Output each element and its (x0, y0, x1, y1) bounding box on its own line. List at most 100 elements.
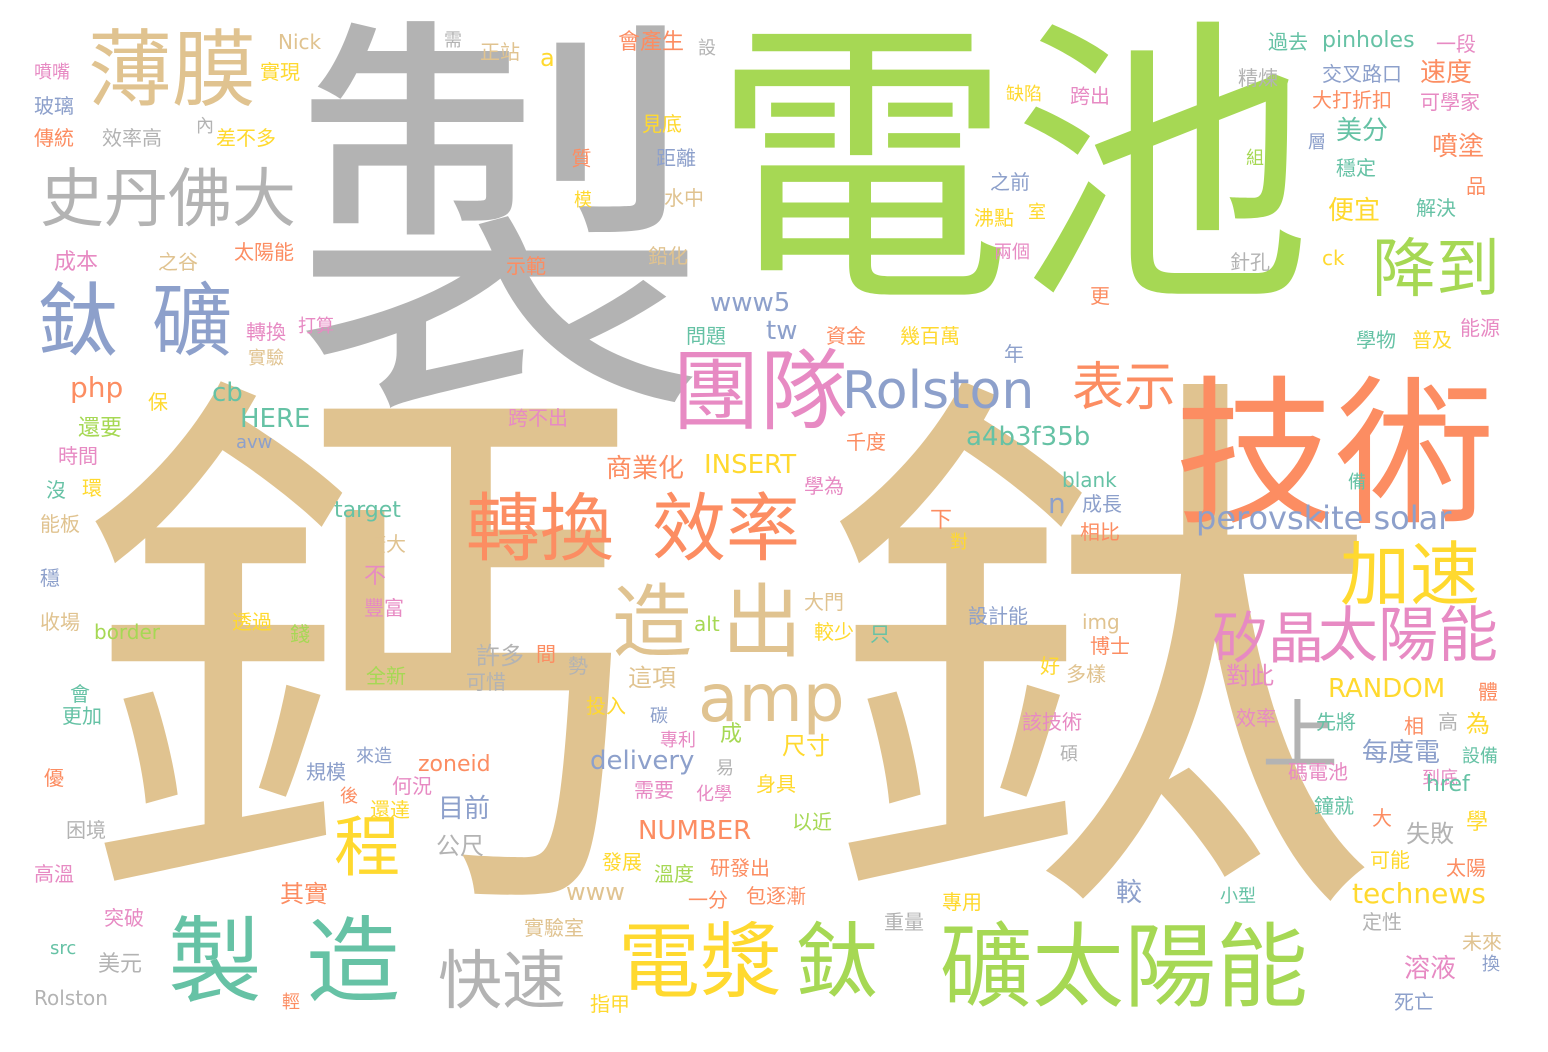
word-xiangbi: 相比 (1080, 520, 1120, 544)
word-border: border (94, 620, 161, 644)
word-taiyangneng-small: 太陽能 (234, 240, 294, 264)
word-tuandui: 團隊 (672, 340, 849, 443)
word-shejineng: 設計能 (968, 604, 1028, 628)
word-jian: 間 (536, 642, 556, 666)
word-nengyuan: 能源 (1460, 316, 1500, 340)
word-zhuanhuan-small: 轉換 (246, 320, 286, 344)
word-cb: cb (212, 378, 243, 408)
word-blank: blank (1062, 468, 1117, 492)
word-www5: www5 (710, 288, 791, 318)
word-zhijia: 指甲 (590, 992, 630, 1016)
word-kunjing: 困境 (66, 818, 106, 842)
word-shiyanshi: 實驗室 (524, 916, 584, 940)
word-tupo: 突破 (104, 906, 144, 930)
word-jiaoshao: 較少 (814, 620, 854, 644)
word-dadazhekou: 大打折扣 (1312, 88, 1392, 112)
word-fengfu: 豐富 (364, 596, 404, 620)
word-alt: alt (694, 612, 720, 636)
word-yifen: 一分 (688, 888, 728, 912)
word-wending: 穩定 (1336, 156, 1376, 180)
word-penzui: 噴嘴 (34, 62, 70, 83)
word-jiandi: 見底 (642, 112, 682, 136)
word-kuaisu: 快速 (438, 945, 566, 1019)
word-gaijishu: 該技術 (1022, 710, 1082, 734)
word-zhongliang: 重量 (884, 910, 924, 934)
word-perovskite: perovskite solar (1196, 499, 1452, 537)
word-xuduo: 許多 (476, 642, 524, 670)
word-bomo: 薄膜 (88, 21, 257, 119)
word-quexian: 缺陷 (1006, 84, 1042, 105)
word-rongye: 溶液 (1404, 954, 1457, 984)
word-chengben: 成本 (54, 250, 99, 275)
word-zhengzhan: 正站 (480, 40, 520, 64)
word-guimo: 規模 (306, 760, 346, 784)
word-xuewei: 學為 (804, 474, 844, 498)
word-bao: 保 (148, 390, 168, 414)
word-zhuanli: 專利 (660, 730, 696, 751)
word-dingxing: 定性 (1362, 910, 1402, 934)
word-touru: 投入 (586, 694, 626, 718)
word-kuoda: 擴大 (366, 532, 406, 556)
word-xia: 下 (930, 508, 953, 533)
word-yi: 易 (716, 758, 734, 779)
word-qianhua: 鉛化 (648, 244, 688, 268)
word-meiyuan: 美元 (98, 952, 143, 977)
word-muqian: 目前 (438, 794, 491, 824)
word-fazhan: 發展 (602, 850, 642, 874)
word-juli: 距離 (656, 146, 696, 170)
word-kuabuchu: 跨不出 (508, 406, 568, 430)
word-bei: 備 (1348, 472, 1366, 493)
word-duici: 對此 (1226, 662, 1274, 690)
word-qian: 錢 (290, 622, 310, 646)
word-pinholes: pinholes (1322, 28, 1415, 53)
word-insert: INSERT (704, 450, 797, 480)
word-gao: 高 (1438, 710, 1458, 734)
word-mo: 模 (574, 190, 592, 211)
word-nengban: 能板 (40, 512, 80, 536)
word-xue: 學 (1466, 810, 1489, 835)
word-hui: 會 (70, 682, 90, 706)
word-zhuanhuan: 轉換 (466, 486, 614, 572)
word-quanxin: 全新 (366, 664, 406, 688)
word-zhi-only: 只 (870, 622, 890, 646)
word-madianchi: 碼電池 (1288, 760, 1348, 784)
word-nian: 年 (1004, 342, 1024, 366)
word-xiaolv: 效率 (652, 486, 800, 572)
word-n: n (1048, 487, 1066, 520)
word-jibaiwan: 幾百萬 (900, 324, 960, 348)
word-ti: 體 (1478, 680, 1498, 704)
word-shuo: 碩 (1060, 744, 1078, 765)
word-guoqu: 過去 (1268, 30, 1308, 54)
word-mei: 沒 (46, 478, 66, 502)
word-chabuduo: 差不多 (216, 126, 276, 150)
word-tai-green: 鈦 (796, 915, 879, 1010)
word-xiaoxing: 小型 (1220, 886, 1256, 907)
word-shenju: 身具 (756, 772, 796, 796)
word-kexi: 可惜 (466, 670, 506, 694)
word-tai: 鈦 (822, 336, 1382, 988)
word-shibai: 失敗 (1406, 820, 1454, 848)
word-huan-swap: 換 (1482, 954, 1500, 975)
word-taiyangneng-pink: 太陽能 (1318, 601, 1498, 671)
word-chu-tan: 出 (722, 576, 802, 669)
word-wei: 為 (1466, 710, 1490, 738)
word-baozhujian: 包逐漸 (746, 884, 806, 908)
word-weilai: 未來 (1462, 930, 1502, 954)
word-laizao: 來造 (356, 746, 392, 767)
word-jiejue: 解決 (1416, 196, 1456, 220)
word-target: target (334, 498, 401, 523)
word-xijing: 矽晶 (1212, 607, 1324, 672)
word-jishu: 技術 (1175, 361, 1496, 548)
word-pianyi: 便宜 (1328, 196, 1381, 226)
word-tai-blue: 鈦 (38, 275, 118, 368)
word-amp: amp (698, 660, 845, 737)
word-wenti: 問題 (686, 324, 726, 348)
word-huaxue: 化學 (696, 784, 732, 805)
word-da: 大 (1372, 806, 1392, 830)
word-boli: 玻璃 (34, 94, 74, 118)
word-qishi: 其實 (280, 880, 328, 908)
word-gengjia: 更加 (62, 704, 102, 728)
word-kuang-blue: 礦 (152, 275, 232, 368)
word-wen: 穩 (40, 566, 60, 590)
word-zao-tan: 造 (612, 576, 692, 669)
